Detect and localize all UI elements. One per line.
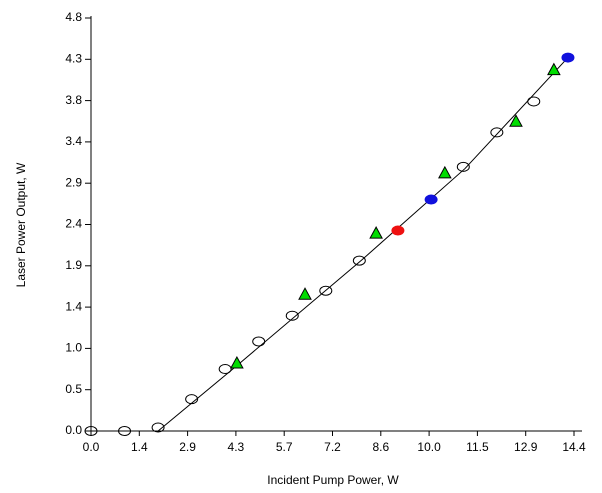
y-tick-label: 4.3 (65, 51, 82, 65)
triangle-point (438, 165, 452, 179)
circle-point (151, 422, 165, 433)
triangle-point (230, 355, 244, 369)
y-tick-label: 0.0 (65, 423, 82, 437)
circle-point (185, 394, 199, 405)
y-tick-label: 3.4 (65, 134, 82, 148)
y-axis-title: Laser Power Output, W (14, 162, 28, 287)
circle-point (352, 255, 366, 266)
fit-line (91, 57, 569, 432)
circle-point (118, 426, 132, 436)
x-tick-label: 1.4 (131, 440, 148, 454)
triangle-point (509, 114, 523, 127)
y-tick-label: 2.4 (65, 217, 82, 231)
circle-point (527, 96, 541, 107)
circle-point (319, 285, 333, 296)
triangle-point (547, 62, 561, 76)
x-tick-label: 7.2 (324, 440, 341, 454)
x-tick-label: 2.9 (179, 440, 196, 454)
x-tick-label: 0.0 (83, 440, 100, 454)
y-tick-label: 1.9 (65, 258, 82, 272)
circle-point (84, 426, 98, 436)
y-tick-label: 1.4 (65, 299, 82, 313)
circle-point (218, 364, 232, 375)
x-axis-title: Incident Pump Power, W (267, 473, 399, 487)
x-tick-label: 10.0 (417, 440, 441, 454)
circle-point (391, 225, 405, 236)
circle-point (456, 161, 470, 172)
y-tick-label: 4.8 (65, 10, 82, 24)
triangle-point (298, 287, 312, 300)
x-tick-label: 14.4 (562, 440, 586, 454)
x-tick-label: 4.3 (228, 440, 245, 454)
circle-point (561, 52, 575, 63)
circle-point (285, 310, 299, 321)
triangle-point (369, 226, 383, 239)
x-tick-label: 11.5 (466, 440, 489, 454)
y-tick-label: 0.5 (65, 382, 82, 396)
x-tick-label: 8.6 (372, 440, 389, 454)
y-tick-label: 1.0 (65, 341, 82, 355)
circle-point (424, 194, 438, 205)
x-tick-label: 12.9 (514, 440, 538, 454)
x-tick-label: 5.7 (276, 440, 293, 454)
y-tick-label: 2.9 (65, 175, 82, 189)
y-tick-label: 3.8 (65, 93, 82, 107)
circle-point (490, 127, 504, 138)
circle-point (252, 336, 266, 347)
